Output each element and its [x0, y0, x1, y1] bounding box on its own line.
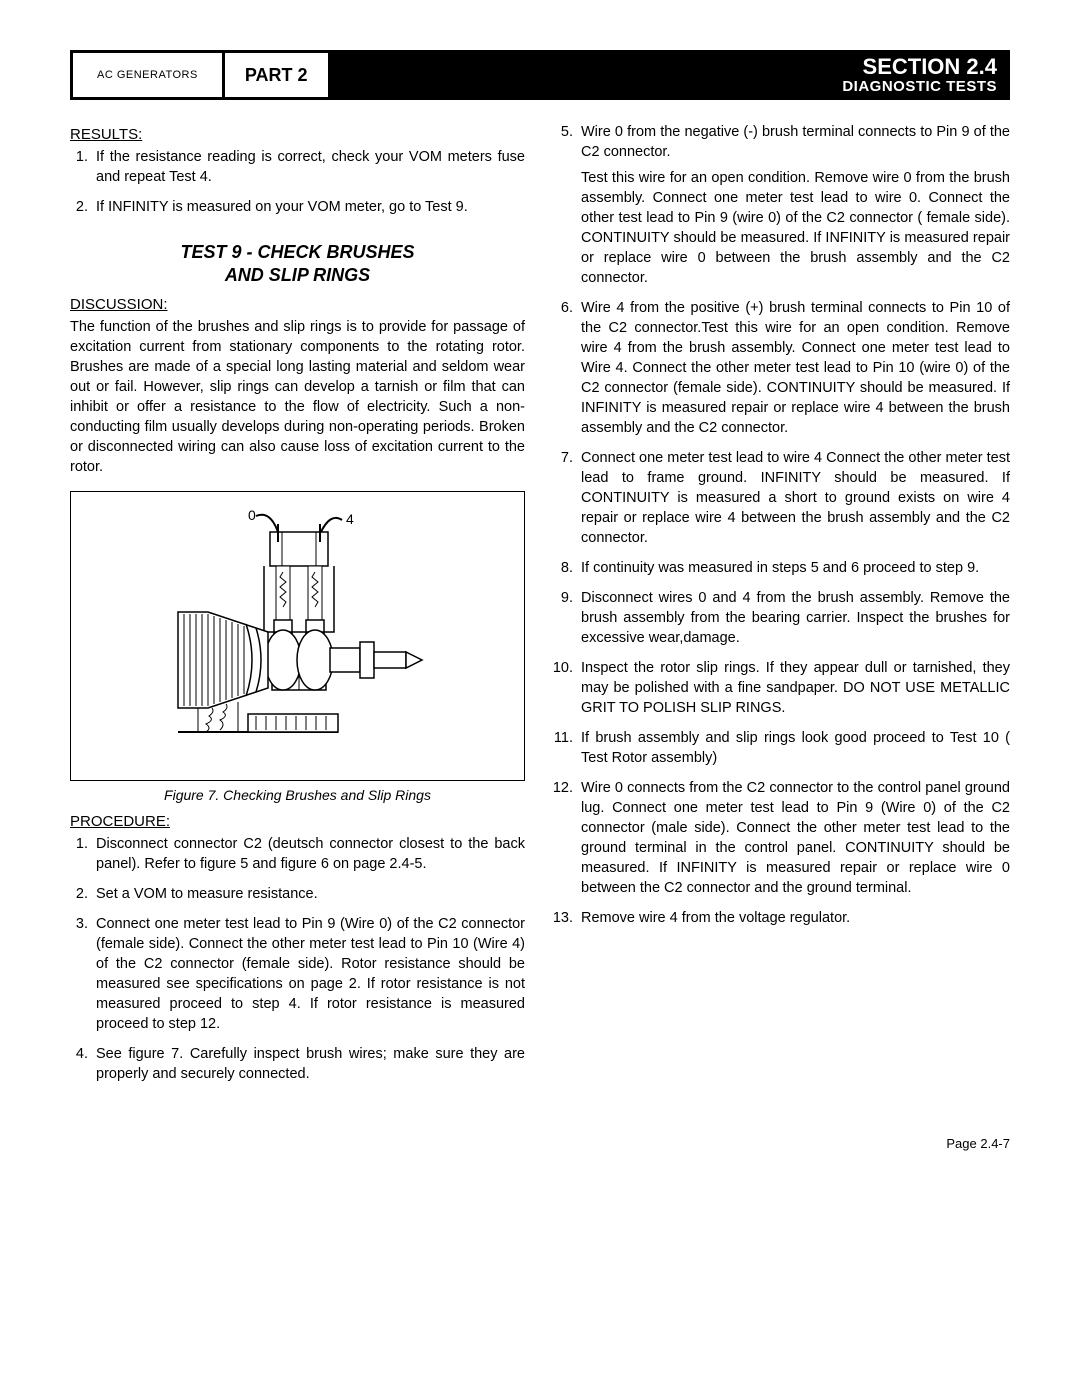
step5-body: Test this wire for an open condition. Re… [581, 168, 1010, 288]
procedure-item: Set a VOM to measure resistance. [92, 884, 525, 904]
procedure-item: Inspect the rotor slip rings. If they ap… [577, 658, 1010, 718]
header-part: PART 2 [225, 53, 331, 97]
procedure-item: See figure 7. Carefully inspect brush wi… [92, 1044, 525, 1084]
procedure-item: Connect one meter test lead to Pin 9 (Wi… [92, 914, 525, 1034]
procedure-list-right: Wire 0 from the negative (-) brush termi… [555, 122, 1010, 928]
test-title-line1: TEST 9 - CHECK BRUSHES [180, 242, 414, 262]
svg-text:0: 0 [248, 507, 256, 523]
discussion-body: The function of the brushes and slip rin… [70, 317, 525, 477]
step5-lead: Wire 0 from the negative (-) brush termi… [581, 124, 1010, 160]
left-column: RESULTS: If the resistance reading is co… [70, 118, 525, 1096]
procedure-item: Connect one meter test lead to wire 4 Co… [577, 448, 1010, 548]
procedure-item: Disconnect wires 0 and 4 from the brush … [577, 588, 1010, 648]
test-title: TEST 9 - CHECK BRUSHES AND SLIP RINGS [70, 241, 525, 286]
page-number: Page 2.4-7 [70, 1136, 1010, 1151]
figure-7: 0 4 [70, 491, 525, 781]
results-item: If INFINITY is measured on your VOM mete… [92, 197, 525, 217]
procedure-item: Remove wire 4 from the voltage regulator… [577, 908, 1010, 928]
right-column: Wire 0 from the negative (-) brush termi… [555, 118, 1010, 1096]
procedure-item: If brush assembly and slip rings look go… [577, 728, 1010, 768]
results-label: RESULTS: [70, 126, 525, 143]
header-section: SECTION 2.4 [863, 55, 997, 79]
two-column-body: RESULTS: If the resistance reading is co… [70, 118, 1010, 1096]
procedure-item: Wire 0 from the negative (-) brush termi… [577, 122, 1010, 288]
discussion-label: DISCUSSION: [70, 296, 525, 313]
procedure-list-left: Disconnect connector C2 (deutsch connect… [70, 834, 525, 1084]
procedure-item: If continuity was measured in steps 5 an… [577, 558, 1010, 578]
procedure-label: PROCEDURE: [70, 813, 525, 830]
procedure-item: Wire 4 from the positive (+) brush termi… [577, 298, 1010, 438]
procedure-item: Wire 0 connects from the C2 connector to… [577, 778, 1010, 898]
header-right: SECTION 2.4 DIAGNOSTIC TESTS [331, 53, 1007, 97]
header-category: AC GENERATORS [73, 53, 225, 97]
figure-caption: Figure 7. Checking Brushes and Slip Ring… [70, 787, 525, 803]
brush-slip-ring-diagram: 0 4 [138, 502, 458, 772]
procedure-item: Disconnect connector C2 (deutsch connect… [92, 834, 525, 874]
results-item: If the resistance reading is correct, ch… [92, 147, 525, 187]
test-title-line2: AND SLIP RINGS [225, 265, 370, 285]
header-subtitle: DIAGNOSTIC TESTS [842, 79, 997, 96]
page: AC GENERATORS PART 2 SECTION 2.4 DIAGNOS… [0, 0, 1080, 1181]
svg-text:4: 4 [346, 511, 354, 527]
results-list: If the resistance reading is correct, ch… [70, 147, 525, 217]
header-bar: AC GENERATORS PART 2 SECTION 2.4 DIAGNOS… [70, 50, 1010, 100]
